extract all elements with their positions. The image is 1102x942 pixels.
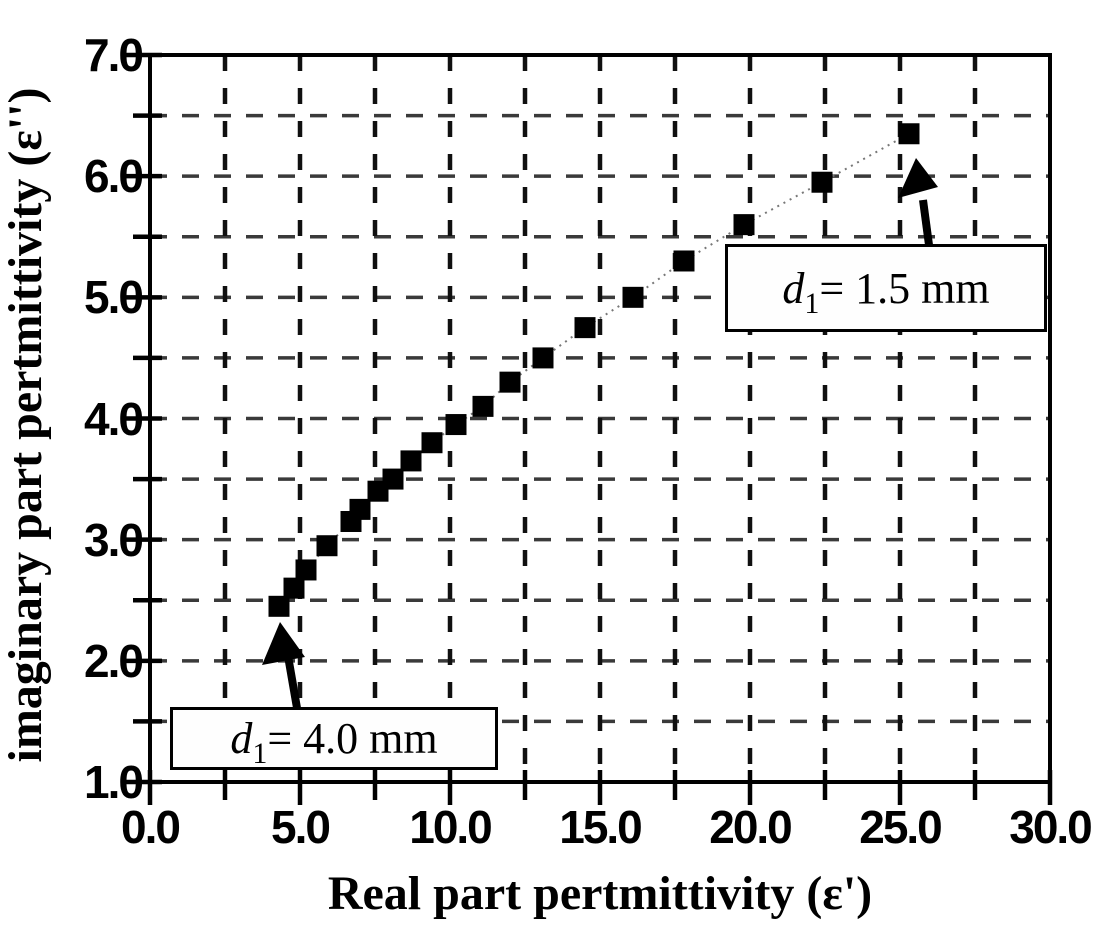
annotation-subscript: 1 — [252, 737, 268, 770]
annotation-box-d1-4.0mm: d1= 4.0 mm — [170, 707, 498, 770]
data-point — [349, 498, 371, 520]
annotation-variable: d — [230, 714, 253, 763]
data-point — [382, 468, 404, 490]
annotation-subscript: 1 — [804, 286, 820, 320]
data-point — [421, 432, 443, 454]
y-tick-label: 1.0 — [84, 756, 144, 808]
data-point — [622, 286, 644, 308]
x-axis-title: Real part pertmittivity (ε') — [327, 867, 873, 920]
y-tick-label: 6.0 — [84, 150, 144, 203]
x-tick-label: 20.0 — [709, 801, 793, 853]
x-tick-label: 10.0 — [409, 801, 493, 853]
data-point — [733, 214, 755, 236]
y-tick-label: 5.0 — [84, 271, 144, 324]
data-point — [811, 171, 833, 193]
data-point — [898, 123, 920, 145]
y-tick-label: 2.0 — [84, 634, 144, 687]
data-point — [268, 595, 290, 617]
annotation-arrow-d1-4.0mm — [262, 622, 305, 709]
annotation-value: = 1.5 mm — [819, 263, 990, 313]
data-point — [499, 371, 521, 393]
x-tick-label: 25.0 — [859, 801, 943, 853]
y-tick-label: 3.0 — [84, 513, 144, 566]
annotation-arrow-d1-1.5mm — [898, 158, 938, 246]
annotation-text: d1= 1.5 mm — [782, 263, 990, 319]
data-point — [295, 559, 317, 581]
x-tick-label: 5.0 — [271, 801, 331, 853]
data-point — [400, 450, 422, 472]
annotation-box-d1-1.5mm: d1= 1.5 mm — [725, 244, 1047, 332]
annotation-value: = 4.0 mm — [267, 714, 438, 763]
annotation-text: d1= 4.0 mm — [230, 713, 438, 769]
data-point — [283, 577, 305, 599]
data-point — [673, 250, 695, 272]
data-point — [445, 414, 467, 436]
data-point — [316, 535, 338, 557]
y-tick-label: 4.0 — [84, 392, 144, 445]
x-tick-label: 30.0 — [1009, 801, 1093, 853]
x-tick-label: 0.0 — [121, 801, 181, 853]
data-point — [532, 347, 554, 369]
x-tick-label: 15.0 — [559, 801, 643, 853]
y-tick-label: 7.0 — [84, 29, 144, 81]
annotation-variable: d — [782, 263, 805, 313]
data-point — [472, 395, 494, 417]
data-point — [574, 317, 596, 339]
